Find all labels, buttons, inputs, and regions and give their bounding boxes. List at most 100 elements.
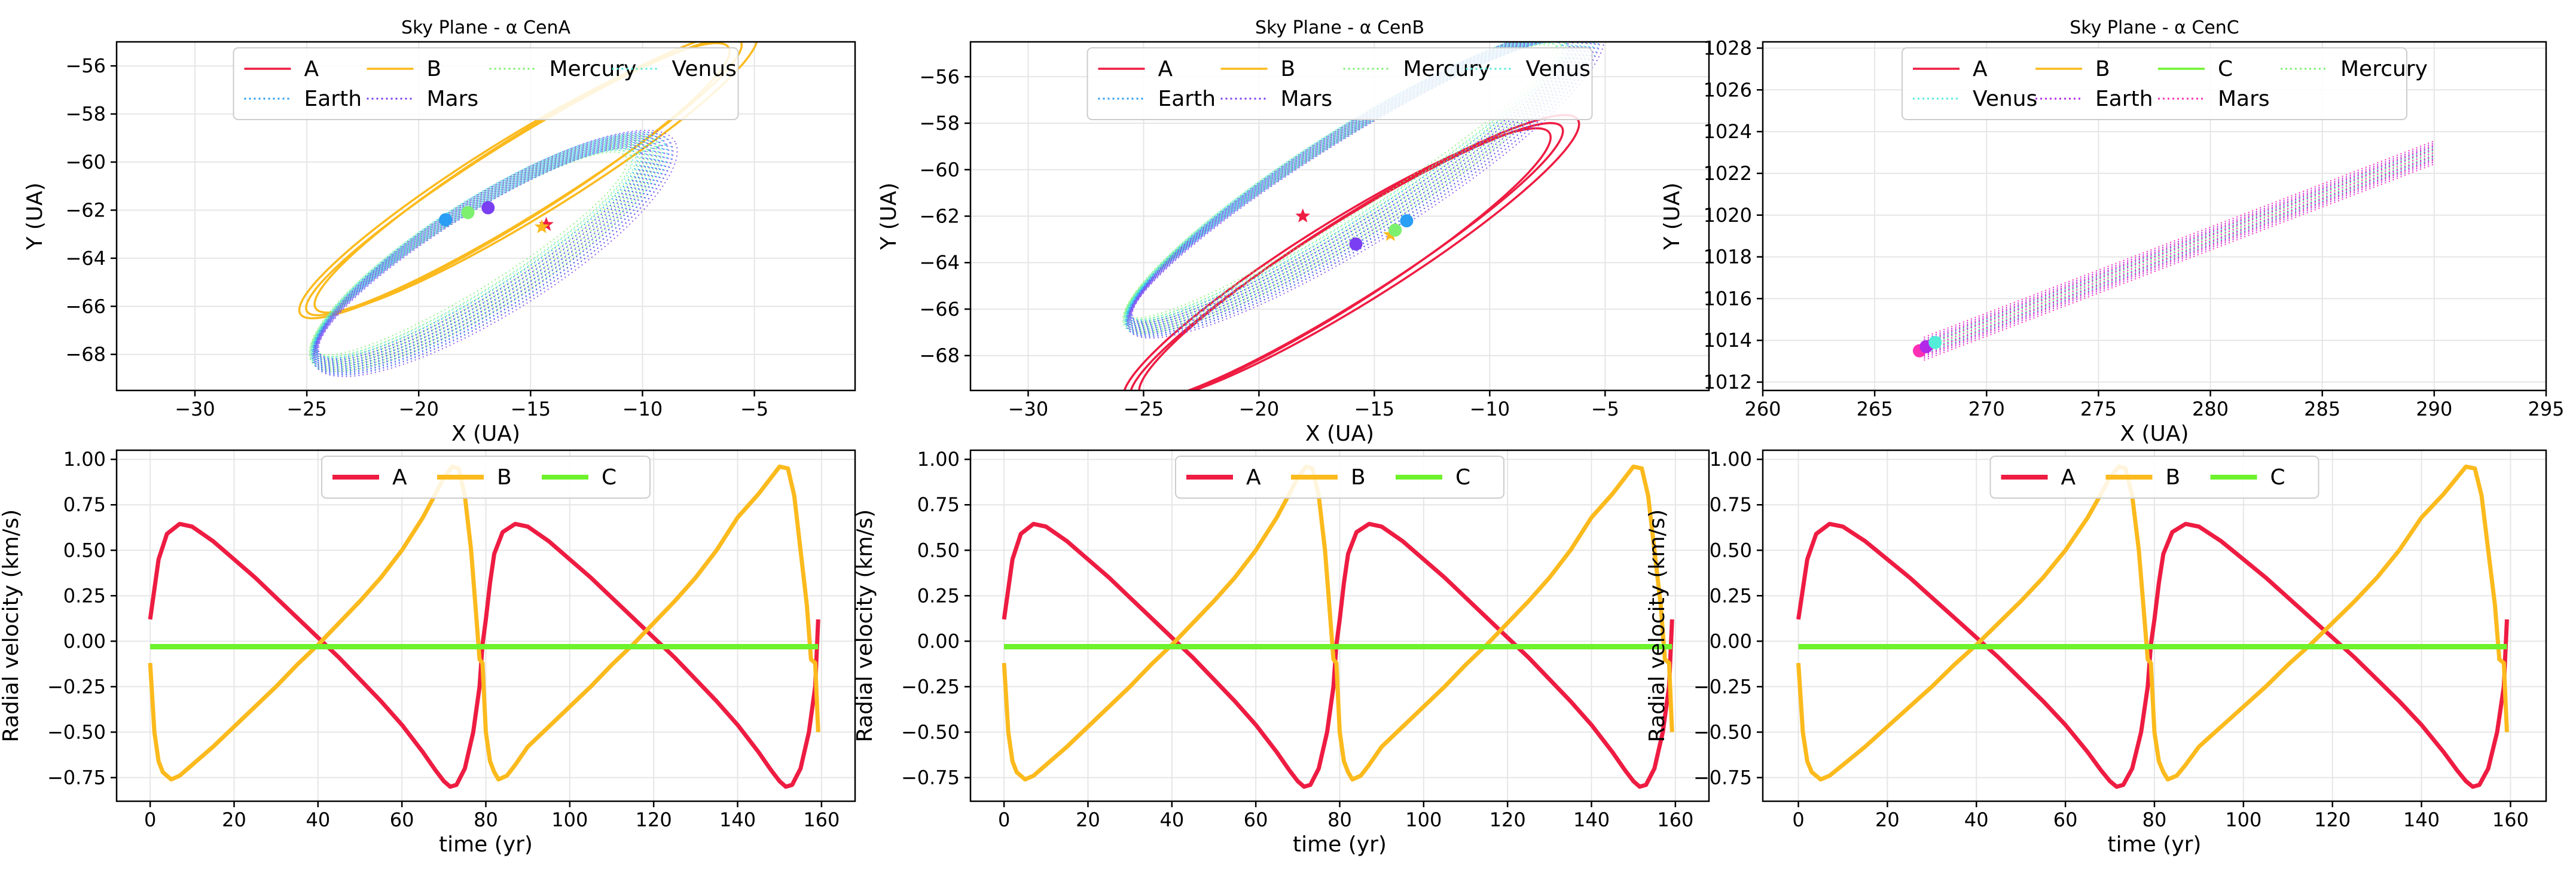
x-tick-label: 60	[2053, 808, 2078, 831]
x-tick-label: 80	[1327, 808, 1352, 831]
y-tick-label: 1.00	[63, 448, 106, 471]
series-B-line	[1002, 464, 1674, 782]
legend-frame	[1902, 47, 2407, 120]
x-tick-label: 120	[2314, 808, 2351, 831]
y-tick-label: 1024	[1704, 120, 1752, 143]
y-tick-label: 0.50	[1710, 539, 1752, 561]
marker-Earth-dot	[439, 213, 453, 227]
x-tick-label: 290	[2416, 398, 2452, 420]
series-Earth-track	[1924, 155, 2435, 353]
legend-frame	[1086, 47, 1593, 120]
rv1-plot-area	[148, 464, 820, 789]
skyA-ylabel: Y (UA)	[23, 182, 47, 251]
series-Mars-orbit	[313, 132, 674, 375]
series-Mercury-track	[1924, 153, 2435, 352]
rv3-xlabel: time (yr)	[2108, 832, 2202, 857]
legend-label-Earth: Earth	[1158, 87, 1216, 111]
rv2-ylabel: Radial velocity (km/s)	[853, 509, 877, 743]
x-tick-label: −15	[1354, 398, 1395, 420]
series-Earth-orbit	[315, 144, 647, 363]
marker-A-star	[1295, 208, 1311, 222]
series-Venus-orbit	[311, 137, 659, 370]
skyC-xlabel: X (UA)	[2120, 422, 2189, 446]
y-tick-label: 1028	[1704, 36, 1752, 59]
x-tick-label: 140	[2403, 808, 2440, 831]
series-Mercury-orbit	[309, 135, 662, 373]
marker-Mercury-dot	[1388, 223, 1402, 237]
y-tick-label: −60	[919, 158, 960, 181]
series-Earth-orbit	[316, 146, 643, 361]
series-B-line	[1796, 464, 2509, 782]
series-Mars-orbit	[312, 130, 678, 377]
legend-frame	[1989, 456, 2319, 499]
rv1-ylabel: Radial velocity (km/s)	[0, 509, 23, 743]
x-tick-label: 0	[1792, 808, 1804, 831]
legend-frame	[233, 47, 739, 120]
x-tick-label: −5	[1591, 398, 1619, 420]
legend-frame	[1175, 456, 1504, 499]
series-Mercury-orbit	[310, 139, 654, 368]
x-tick-label: 60	[1244, 808, 1268, 831]
series-Mars-track	[1924, 148, 2435, 346]
skyB-axes: −30 −25 −20 −15 −10 −5 −68 −66 −64 −62 −60 −58 −56 Sk…	[877, 17, 1710, 446]
x-tick-label: 40	[1964, 808, 1989, 831]
series-Earth-orbit	[1127, 42, 1586, 331]
series-Venus-orbit	[312, 139, 655, 368]
legend-frame	[321, 456, 651, 499]
y-tick-label: −0.50	[47, 721, 106, 743]
series-Mars-track	[1924, 152, 2435, 350]
x-tick-label: 100	[551, 808, 588, 831]
y-tick-label: 0.25	[1710, 584, 1752, 607]
series-A-line	[1002, 521, 1674, 789]
rv2-axes: 0 20 40 60 80 100 120 140 160 −0.75 −0.50 −0.25 0.00…	[853, 448, 1710, 857]
series-Venus-orbit	[312, 141, 651, 366]
x-tick-label: −25	[1124, 398, 1164, 420]
y-tick-label: −0.50	[1693, 721, 1752, 743]
series-Mars-orbit	[314, 134, 670, 373]
legend-label-Mercury: Mercury	[550, 57, 637, 81]
rv3-ylabel: Radial velocity (km/s)	[1645, 509, 1669, 743]
skyA-legend: A B Mercury Venus Earth Mars	[233, 47, 739, 120]
legend-label-Mars: Mars	[427, 87, 479, 111]
y-tick-label: 1026	[1704, 78, 1752, 101]
x-tick-label: 140	[1573, 808, 1610, 831]
x-tick-label: 120	[1490, 808, 1526, 831]
skyB-xlabel: X (UA)	[1305, 422, 1374, 446]
rv3-legend: A B C	[1989, 456, 2319, 499]
y-tick-label: 0.00	[1710, 630, 1752, 652]
series-Mars-orbit	[1128, 42, 1596, 335]
x-tick-label: −30	[175, 398, 215, 420]
y-tick-label: 1022	[1704, 162, 1752, 185]
series-Mercury-orbit	[309, 136, 658, 370]
y-tick-label: −68	[919, 344, 960, 367]
skyB-legend: A B Mercury Venus Earth Mars	[1086, 47, 1593, 120]
series-A-line	[1796, 521, 2509, 789]
legend-label-B: B	[2095, 57, 2110, 81]
legend-label-Mars: Mars	[1281, 87, 1333, 111]
skyC-title: Sky Plane - α CenC	[2070, 17, 2239, 38]
legend-label-A: A	[304, 57, 319, 81]
y-tick-label: 0.50	[917, 539, 960, 561]
y-tick-label: 0.75	[63, 493, 106, 516]
series-Mercury-orbit	[1127, 42, 1558, 320]
series-A-line	[148, 521, 820, 789]
x-tick-label: −15	[511, 398, 551, 420]
rv3-axes: 0 20 40 60 80 100 120 140 160−0.75−0.50−0.250.00…	[1645, 448, 2547, 857]
series-Earth-orbit	[312, 133, 669, 374]
series-Mars-track	[1924, 144, 2435, 342]
x-tick-label: 80	[474, 808, 498, 831]
x-tick-label: −30	[1008, 398, 1049, 420]
y-tick-label: −66	[919, 298, 960, 320]
marker-B-star	[534, 219, 550, 234]
x-tick-label: 40	[1159, 808, 1184, 831]
x-tick-label: 275	[2080, 398, 2117, 420]
series-A-orbit	[1123, 127, 1552, 390]
legend-label-A: A	[1246, 465, 1261, 490]
series-Venus-orbit	[1128, 42, 1564, 322]
y-tick-label: −0.75	[901, 766, 960, 789]
marker-Venus-dot	[1928, 335, 1942, 349]
x-tick-label: 40	[306, 808, 330, 831]
legend-label-C: C	[1455, 465, 1470, 490]
series-Mercury-orbit	[313, 149, 632, 358]
